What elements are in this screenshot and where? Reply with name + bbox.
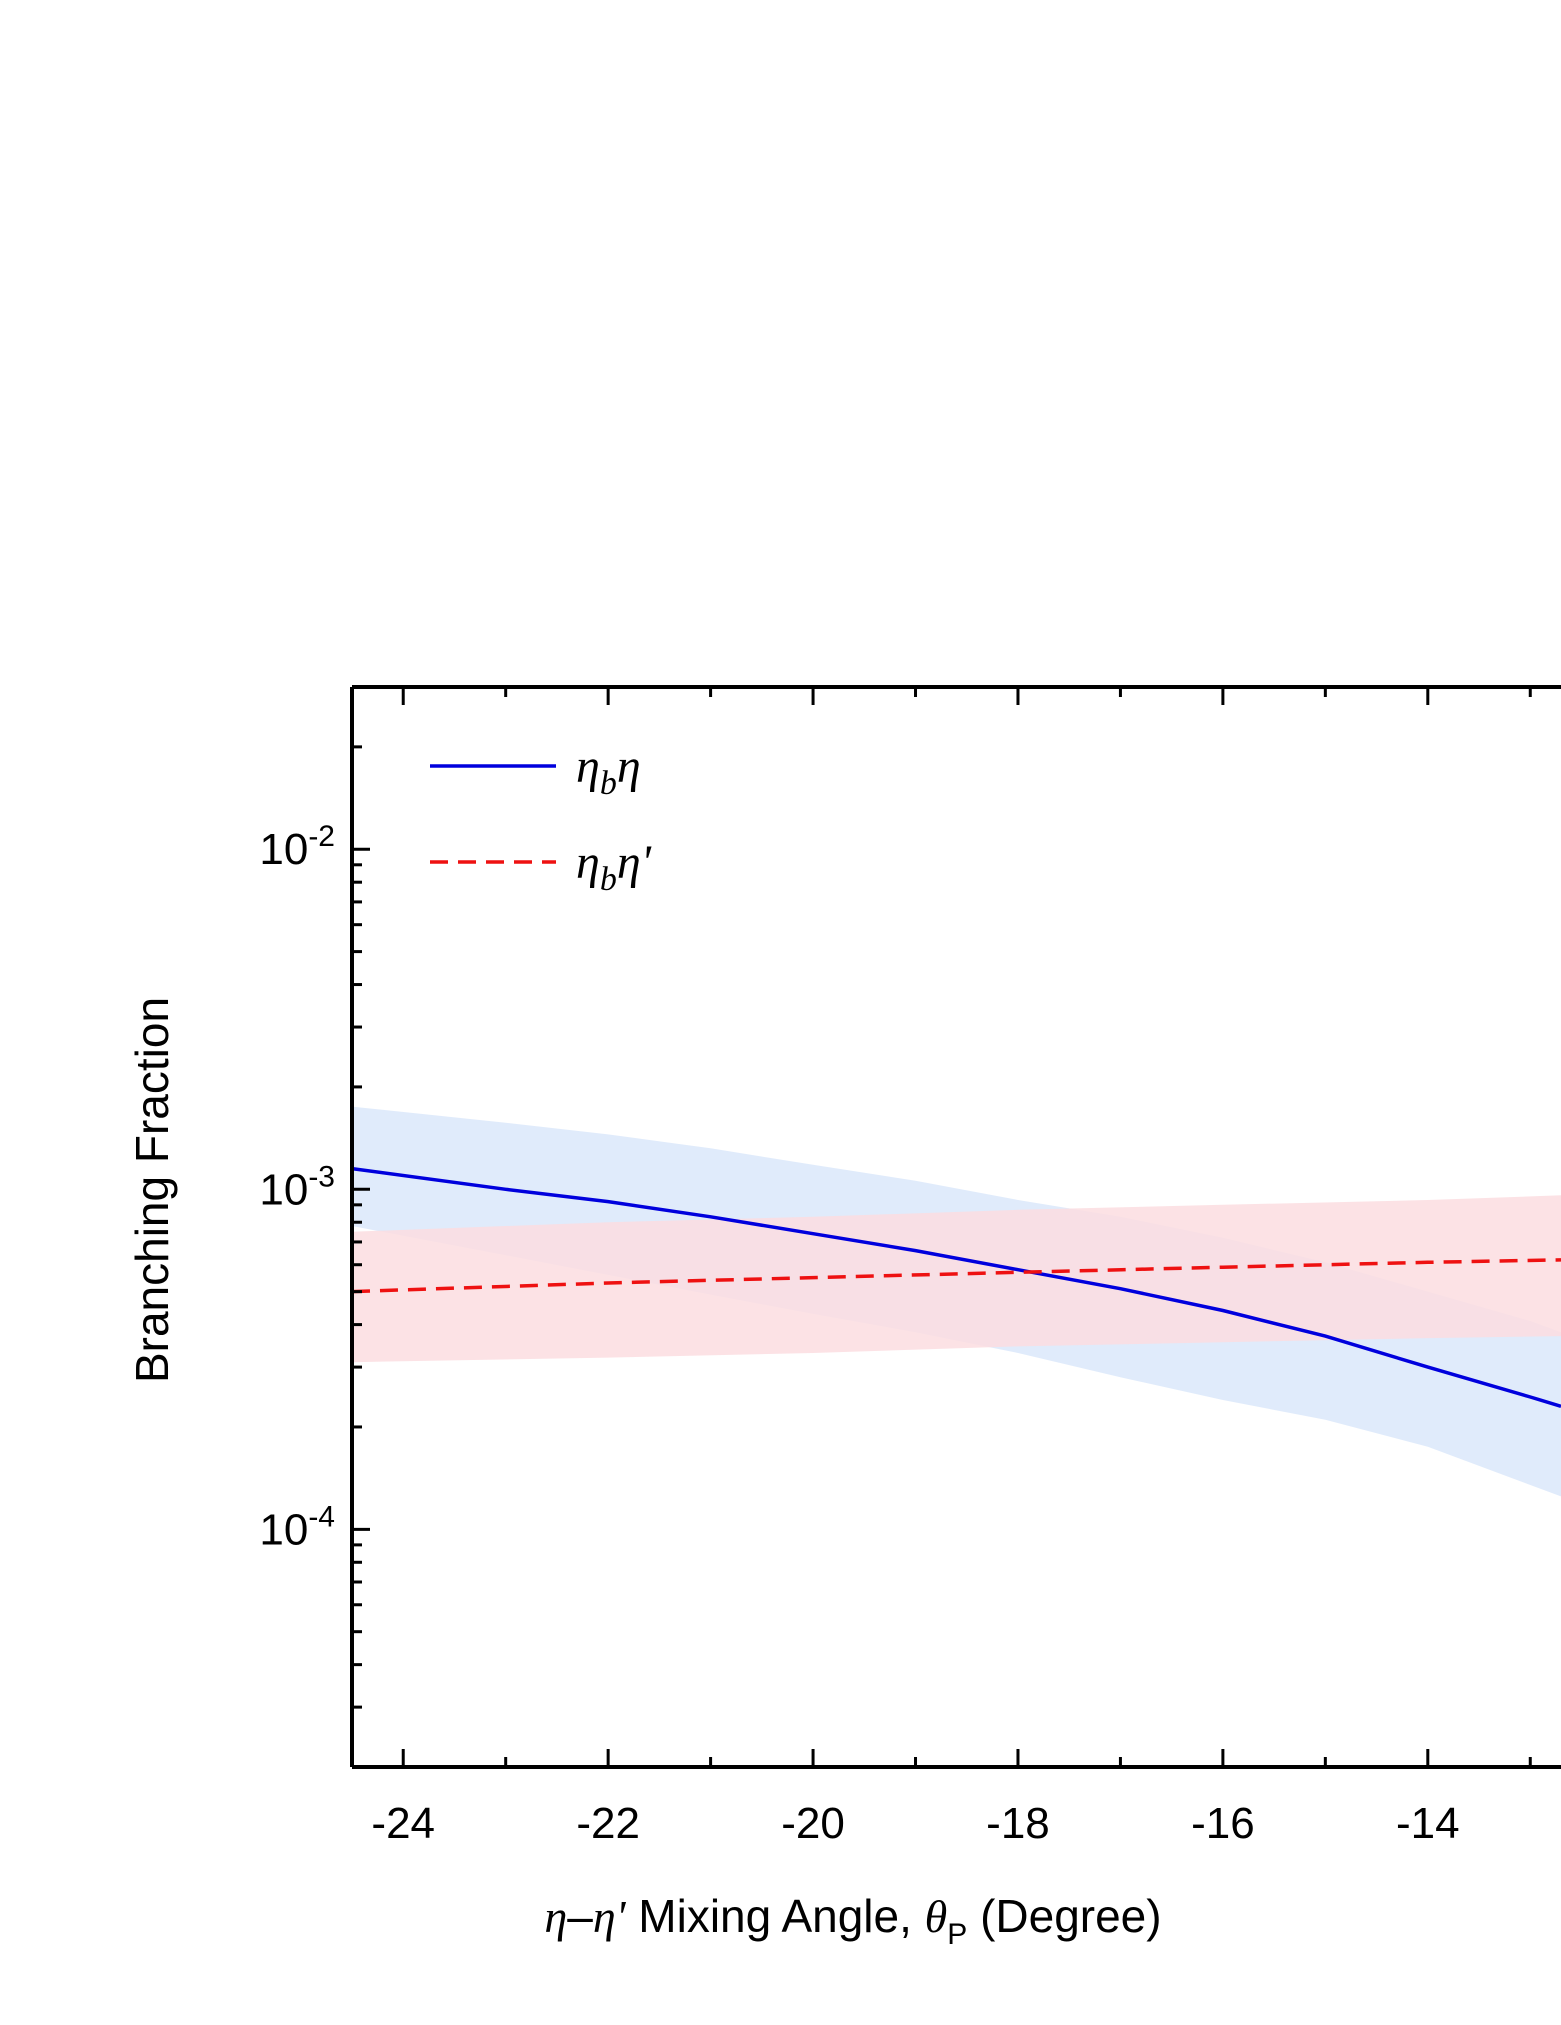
x-title-theta: θ xyxy=(925,1891,948,1942)
y-tick-label: 10-2 xyxy=(259,820,335,874)
axes xyxy=(350,685,1561,1769)
legend-sub: b xyxy=(600,861,617,898)
y-tick-base: 10 xyxy=(259,1165,308,1214)
y-tick-base: 10 xyxy=(259,825,308,874)
y-tick-label: 10-4 xyxy=(259,1500,335,1554)
legend-eta: η xyxy=(576,836,600,889)
x-tick-label: -24 xyxy=(371,1799,435,1848)
x-title-text: Mixing Angle, xyxy=(626,1890,925,1942)
y-tick-label: 10-3 xyxy=(259,1160,335,1214)
x-tick-label: -20 xyxy=(781,1799,845,1848)
y-tick-exponent: -2 xyxy=(308,820,335,853)
x-tick-label: -18 xyxy=(986,1799,1050,1848)
line-series-2 xyxy=(351,1258,1561,1294)
legend-eta: η xyxy=(576,740,600,793)
x-tick-label: -16 xyxy=(1191,1799,1255,1848)
legend-sub: b xyxy=(600,765,617,802)
y-axis-title: Branching Fraction xyxy=(126,997,178,1383)
series-lines xyxy=(351,1166,1561,1408)
x-tick-label: -14 xyxy=(1396,1799,1460,1848)
line-series-1 xyxy=(351,1166,1561,1408)
uncertainty-bands xyxy=(352,1106,1561,1497)
x-title-eta: η xyxy=(544,1891,567,1942)
x-tick-label: -22 xyxy=(576,1799,640,1848)
legend-second: η xyxy=(617,740,641,793)
x-axis-title: η–η' Mixing Angle, θP (Degree) xyxy=(544,1890,1161,1951)
y-tick-base: 10 xyxy=(259,1505,308,1554)
y-tick-exponent: -3 xyxy=(308,1160,335,1193)
x-title-eta-prime: η' xyxy=(593,1891,627,1942)
legend-second: η' xyxy=(617,836,652,889)
legend-label-series-2: ηbη' xyxy=(576,836,652,898)
y-tick-exponent: -4 xyxy=(308,1500,335,1533)
legend-label-series-1: ηbη xyxy=(576,740,641,802)
x-title-unit: (Degree) xyxy=(967,1890,1161,1942)
x-title-dash: – xyxy=(567,1890,593,1942)
x-title-theta-sub: P xyxy=(947,1918,967,1951)
